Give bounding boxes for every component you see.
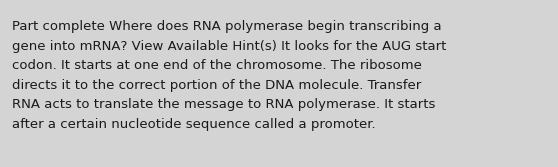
Text: Part complete Where does RNA polymerase begin transcribing a
gene into mRNA? Vie: Part complete Where does RNA polymerase … [12,20,446,131]
